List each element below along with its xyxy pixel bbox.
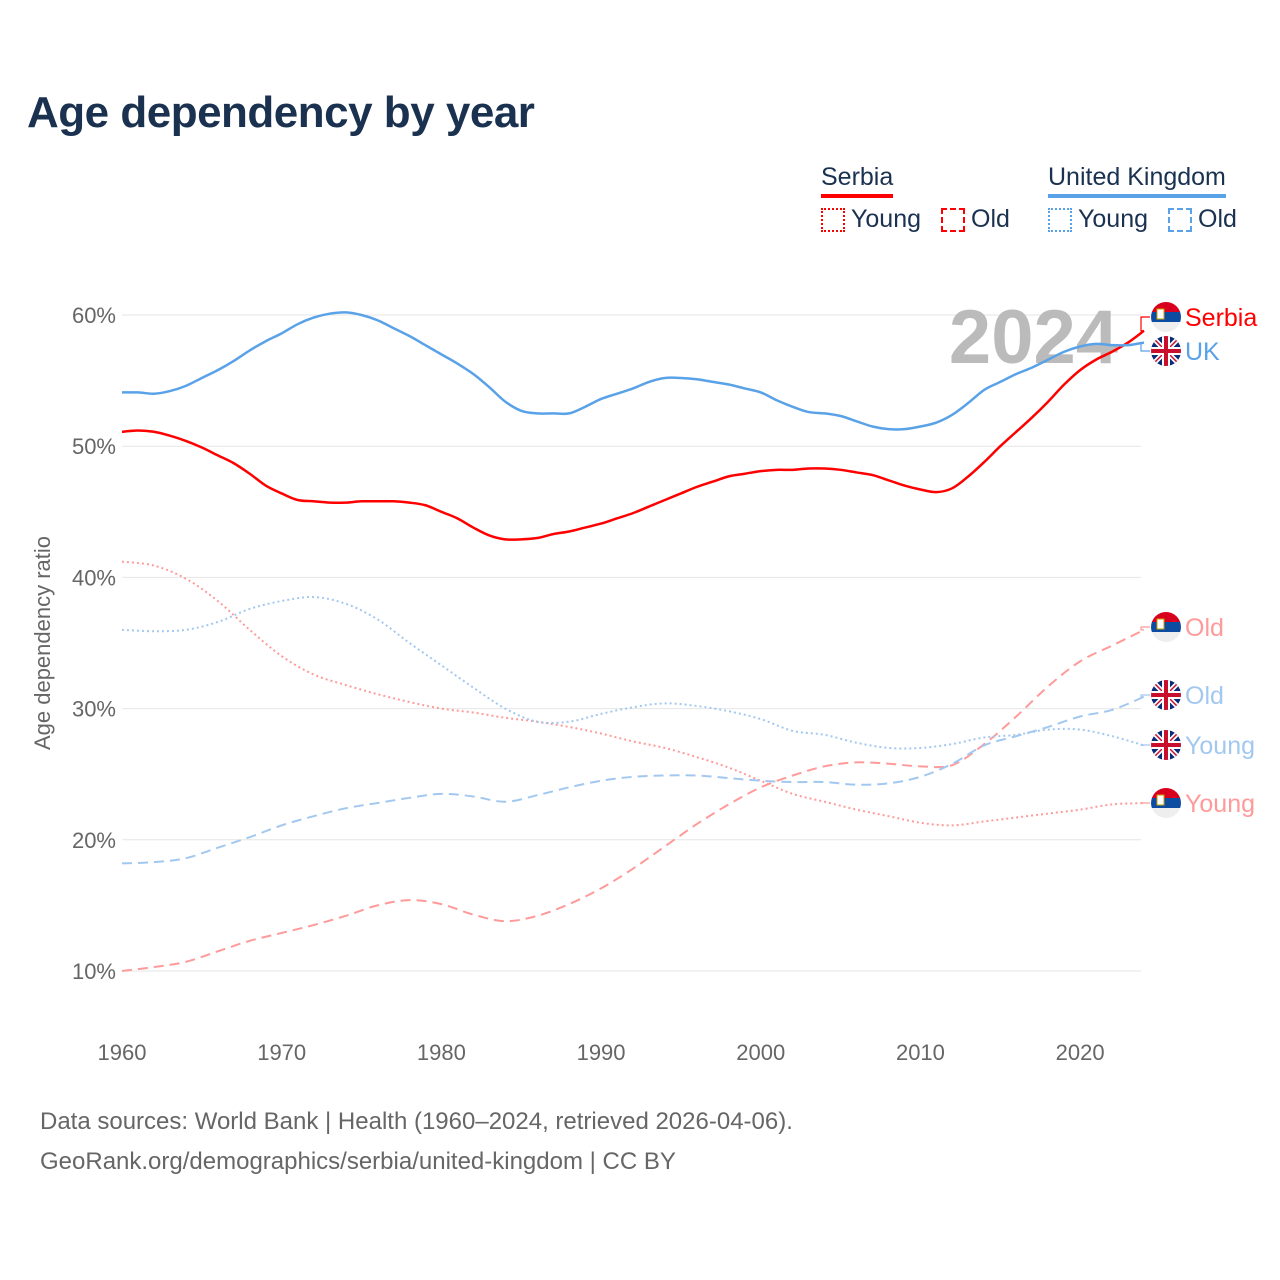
y-tick-label: 20% — [72, 828, 116, 853]
flag-cross-red — [1151, 730, 1181, 760]
footer-sources: Data sources: World Bank | Health (1960–… — [40, 1108, 793, 1135]
x-tick-label: 1990 — [577, 1040, 626, 1065]
legend-label: Young — [851, 205, 921, 233]
flag-body — [1151, 680, 1181, 710]
uk-flag-icon — [1151, 730, 1181, 760]
flag-blue — [1151, 622, 1181, 632]
flag-blue — [1151, 312, 1181, 322]
legend-serbia-old: Old — [941, 205, 1010, 234]
flag-red — [1151, 612, 1181, 622]
end-label: Old — [1185, 682, 1224, 710]
end-label: UK — [1185, 338, 1220, 366]
label-connector — [1140, 626, 1150, 631]
serbia-flag-icon — [1151, 302, 1181, 332]
legend-uk: United Kingdom — [1048, 163, 1226, 198]
series-line-united-kingdom — [121, 311, 1145, 431]
legend-uk-old: Old — [1168, 205, 1237, 234]
label-connector — [1140, 341, 1150, 352]
flag-red — [1151, 302, 1181, 312]
footer-link[interactable]: GeoRank.org/demographics/serbia/united-k… — [40, 1148, 676, 1175]
y-tick-label: 40% — [72, 565, 116, 590]
flag-emblem — [1156, 794, 1165, 806]
x-tick-label: 1980 — [417, 1040, 466, 1065]
legend-label: Young — [1078, 205, 1148, 233]
x-tick-label: 2010 — [896, 1040, 945, 1065]
y-tick-label: 50% — [72, 434, 116, 459]
flag-white — [1151, 808, 1181, 818]
flag-red — [1151, 788, 1181, 798]
series-line-serbia-young — [121, 560, 1145, 827]
y-tick-label: 60% — [72, 303, 116, 328]
y-tick-label: 10% — [72, 959, 116, 984]
dotted-swatch-icon — [1048, 207, 1072, 232]
series-line-united-kingdom-old — [121, 695, 1145, 865]
flag-body — [1151, 730, 1181, 760]
flag-body — [1151, 788, 1181, 818]
x-tick-label: 2020 — [1056, 1040, 1105, 1065]
end-label: Young — [1185, 732, 1255, 760]
legend-label: Old — [971, 205, 1010, 233]
legend-serbia: Serbia — [821, 163, 894, 198]
serbia-flag-icon — [1151, 612, 1181, 642]
serbia-flag-icon — [1151, 788, 1181, 818]
flag-cross-red — [1151, 336, 1181, 366]
flag-emblem — [1156, 308, 1165, 320]
label-connector — [1140, 316, 1150, 332]
x-tick-label: 1970 — [257, 1040, 306, 1065]
series-line-serbia — [121, 329, 1145, 541]
dashed-swatch-icon — [1168, 207, 1192, 232]
flag-body — [1151, 302, 1181, 332]
series-line-united-kingdom-young — [121, 596, 1145, 750]
flag-white — [1151, 632, 1181, 642]
flag-white — [1151, 322, 1181, 332]
legend-uk-young: Young — [1048, 205, 1148, 234]
end-label: Serbia — [1185, 304, 1257, 332]
legend-label: Old — [1198, 205, 1237, 233]
end-label: Young — [1185, 790, 1255, 818]
dotted-swatch-icon — [821, 207, 845, 232]
chart-title: Age dependency by year — [27, 88, 535, 137]
flag-emblem — [1156, 618, 1165, 630]
uk-flag-icon — [1151, 336, 1181, 366]
label-connector — [1140, 694, 1150, 698]
x-tick-label: 2000 — [736, 1040, 785, 1065]
flag-cross-red — [1151, 680, 1181, 710]
y-axis-label: Age dependency ratio — [30, 536, 55, 750]
uk-flag-icon — [1151, 680, 1181, 710]
dashed-swatch-icon — [941, 207, 965, 232]
legend-serbia-young: Young — [821, 205, 921, 234]
x-tick-label: 1960 — [98, 1040, 147, 1065]
end-label: Old — [1185, 614, 1224, 642]
flag-blue — [1151, 798, 1181, 808]
y-tick-label: 30% — [72, 697, 116, 722]
flag-body — [1151, 612, 1181, 642]
flag-body — [1151, 336, 1181, 366]
series-line-serbia-old — [121, 628, 1145, 972]
